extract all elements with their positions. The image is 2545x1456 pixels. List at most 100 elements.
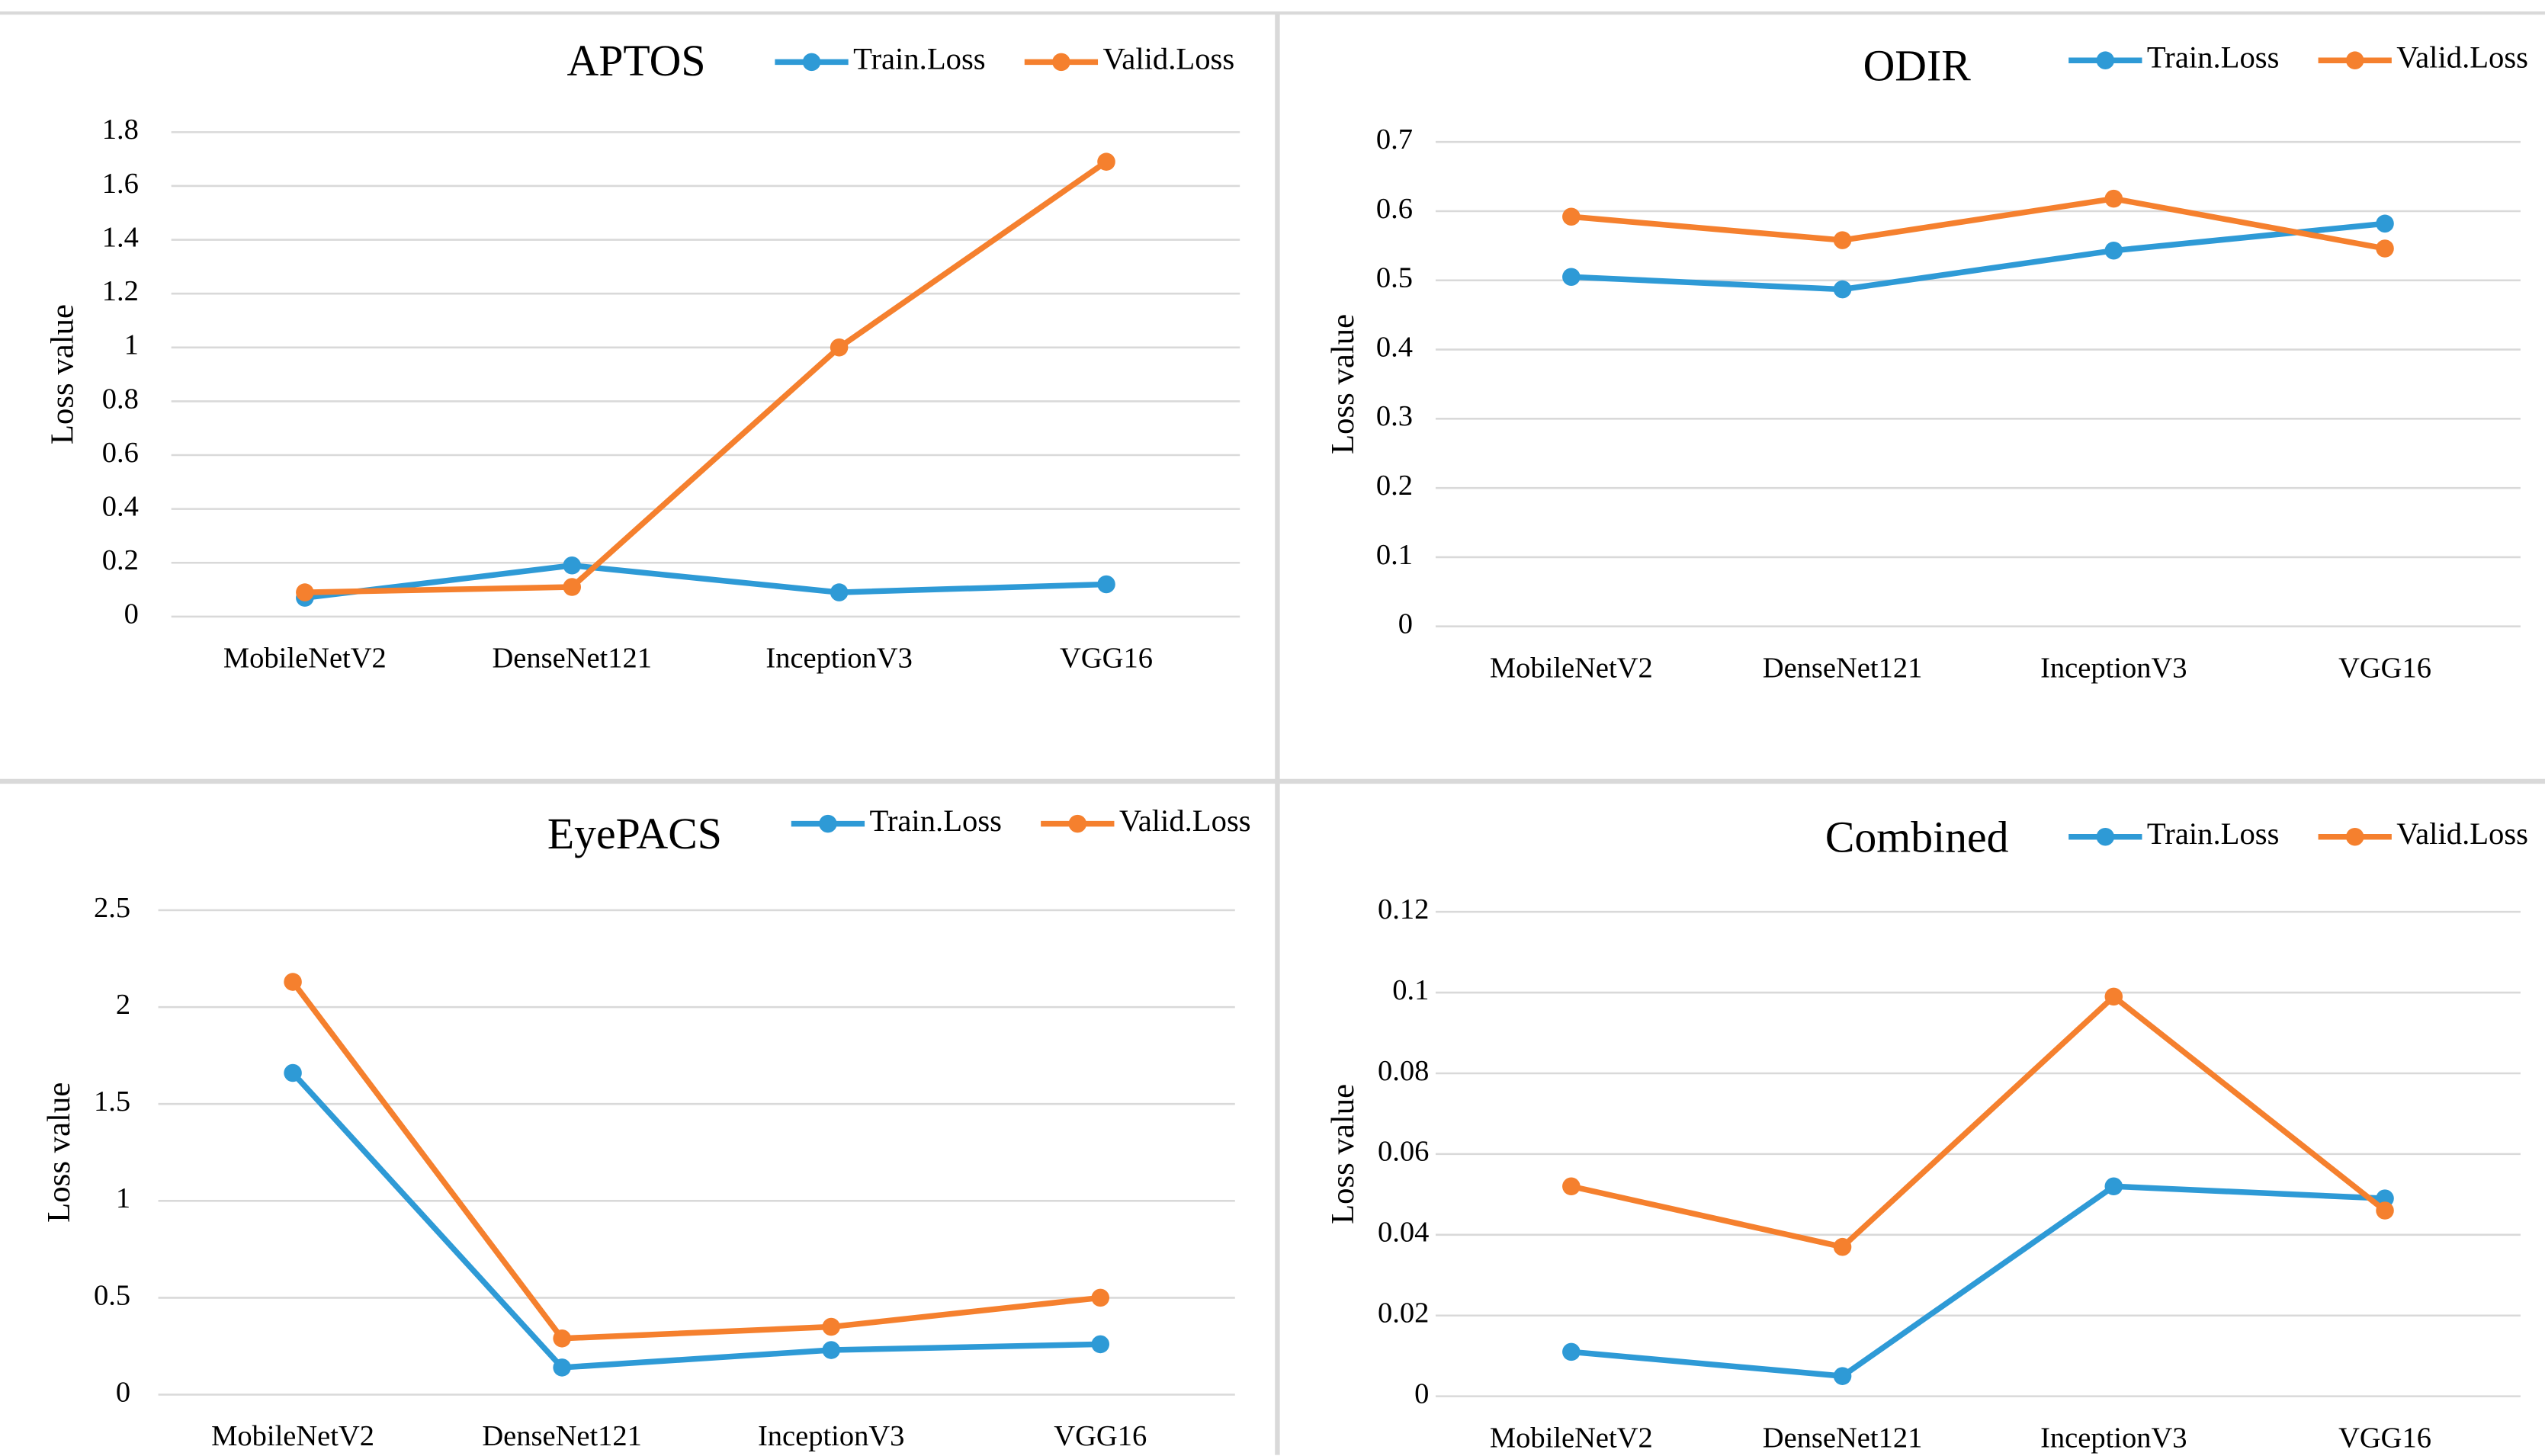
y-tick-label: 1 (116, 1182, 130, 1214)
legend-marker (2345, 51, 2364, 69)
y-tick-label: 0.08 (1378, 1055, 1429, 1087)
chart-title: Combined (1825, 813, 2009, 861)
x-tick-label: MobileNetV2 (223, 642, 387, 674)
y-tick-label: 0.2 (1376, 470, 1413, 502)
y-tick-label: 1.4 (102, 221, 139, 253)
y-axis-label: Loss value (1325, 1084, 1361, 1224)
chart-title: ODIR (1863, 42, 1972, 90)
data-point (822, 1341, 840, 1359)
x-tick-label: InceptionV3 (765, 642, 912, 674)
x-tick-label: VGG16 (1054, 1420, 1147, 1452)
x-tick-label: DenseNet121 (492, 642, 652, 674)
data-point (1833, 1237, 1852, 1256)
y-tick-label: 0 (1398, 608, 1413, 640)
series-line (1571, 993, 2387, 1250)
y-axis-label: Loss value (41, 1082, 77, 1223)
chart-title: EyePACS (547, 810, 722, 858)
data-point (2104, 241, 2123, 260)
y-tick-label: 0.6 (1376, 193, 1413, 225)
legend-marker (2096, 51, 2115, 69)
data-point (1833, 280, 1852, 299)
y-tick-label: 0.4 (1376, 331, 1413, 363)
data-point (2104, 987, 2123, 1006)
chart-title: APTOS (567, 37, 706, 85)
series-line (290, 1071, 1101, 1371)
series-line (290, 980, 1101, 1342)
data-point (563, 556, 582, 575)
y-tick-label: 1 (124, 329, 139, 361)
x-tick-label: MobileNetV2 (211, 1420, 374, 1452)
data-point (284, 973, 302, 991)
y-tick-label: 1.8 (102, 114, 139, 146)
y-tick-label: 2 (116, 989, 130, 1021)
data-point (553, 1358, 571, 1377)
series-line (1571, 1183, 2386, 1380)
data-point (2104, 189, 2123, 208)
legend-label: Valid.Loss (2396, 40, 2528, 75)
x-tick-label: InceptionV3 (2040, 1422, 2187, 1454)
legend-label: Valid.Loss (2396, 816, 2528, 851)
x-tick-label: MobileNetV2 (1490, 652, 1653, 684)
y-tick-label: 1.6 (102, 168, 139, 200)
y-tick-label: 0.06 (1378, 1136, 1429, 1168)
data-point (2104, 1177, 2123, 1196)
data-point (2376, 1201, 2394, 1220)
legend-label: Train.Loss (2147, 40, 2280, 75)
legend-marker (819, 814, 837, 833)
data-point (2376, 239, 2394, 258)
y-tick-label: 2.5 (94, 892, 130, 924)
data-point (1091, 1288, 1110, 1307)
data-point (822, 1317, 840, 1336)
legend-marker (1068, 814, 1087, 833)
legend-label: Valid.Loss (1119, 803, 1251, 838)
data-point (296, 583, 314, 601)
y-tick-label: 0 (116, 1376, 130, 1408)
y-tick-label: 0.1 (1392, 974, 1429, 1006)
y-tick-label: 0.5 (94, 1279, 130, 1311)
series-line (304, 159, 1109, 595)
x-tick-label: DenseNet121 (1763, 652, 1923, 684)
series-line (1571, 220, 2386, 293)
y-tick-label: 0.4 (102, 490, 139, 522)
data-point (1097, 152, 1115, 171)
y-tick-label: 0 (124, 598, 139, 630)
x-tick-label: InceptionV3 (758, 1420, 904, 1452)
legend-label: Train.Loss (853, 42, 986, 76)
y-tick-label: 0.1 (1376, 539, 1413, 571)
legend-marker (1052, 53, 1070, 72)
data-point (1562, 1342, 1581, 1361)
legend-marker (2096, 827, 2115, 846)
y-tick-label: 0.6 (102, 437, 139, 469)
y-tick-label: 0.02 (1378, 1297, 1429, 1329)
legend-marker (802, 53, 821, 72)
y-tick-label: 0.04 (1378, 1217, 1429, 1249)
data-point (553, 1329, 571, 1348)
data-point (1833, 231, 1852, 249)
data-point (1091, 1335, 1110, 1354)
legend-marker (2345, 827, 2364, 846)
y-axis-label: Loss value (44, 304, 80, 444)
data-point (830, 583, 849, 601)
legend-label: Valid.Loss (1102, 42, 1234, 76)
data-point (284, 1063, 302, 1082)
x-tick-label: DenseNet121 (1763, 1422, 1923, 1454)
y-tick-label: 0 (1414, 1377, 1429, 1409)
y-tick-label: 0.2 (102, 544, 139, 576)
data-point (1562, 268, 1581, 286)
y-tick-label: 0.12 (1378, 893, 1429, 925)
x-tick-label: VGG16 (2338, 652, 2431, 684)
y-tick-label: 0.3 (1376, 400, 1413, 432)
legend-label: Train.Loss (2147, 816, 2280, 851)
data-point (1562, 1177, 1581, 1196)
data-point (1562, 207, 1581, 226)
y-tick-label: 0.7 (1376, 123, 1413, 156)
y-tick-label: 1.2 (102, 275, 139, 307)
x-tick-label: VGG16 (1060, 642, 1153, 674)
data-point (1097, 575, 1115, 594)
series-line (1571, 195, 2386, 252)
y-axis-label: Loss value (1325, 314, 1361, 454)
y-tick-label: 1.5 (94, 1086, 130, 1118)
x-tick-label: MobileNetV2 (1490, 1422, 1653, 1454)
x-tick-label: InceptionV3 (2040, 652, 2187, 684)
